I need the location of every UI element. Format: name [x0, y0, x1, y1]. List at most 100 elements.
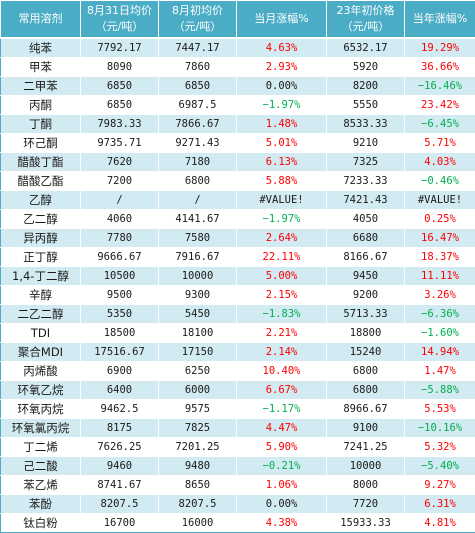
year-start-price-cell: 9200 [327, 286, 405, 305]
aug31-price-cell: 8207.5 [81, 495, 159, 514]
monthly-change-cell: −1.97% [237, 210, 327, 229]
aug-start-price-cell: 8650 [159, 476, 237, 495]
solvent-name-cell: 环己酮 [1, 134, 81, 153]
year-start-price-cell: 6680 [327, 229, 405, 248]
table-row: 乙醇//#VALUE!7421.43#VALUE! [1, 191, 475, 210]
monthly-change-cell: 5.90% [237, 438, 327, 457]
aug-start-price-cell: 7825 [159, 419, 237, 438]
header-aug-start-price: 8月初均价（元/吨） [159, 1, 237, 39]
solvent-name-cell: 聚合MDI [1, 343, 81, 362]
aug-start-price-cell: 18100 [159, 324, 237, 343]
aug-start-price-cell: 7916.67 [159, 248, 237, 267]
aug31-price-cell: 7626.25 [81, 438, 159, 457]
aug-start-price-cell: 16000 [159, 514, 237, 533]
year-start-price-cell: 6532.17 [327, 38, 405, 58]
yearly-change-cell: 5.32% [405, 438, 475, 457]
monthly-change-cell: 4.63% [237, 38, 327, 58]
solvent-name-cell: 甲苯 [1, 58, 81, 77]
year-start-price-cell: 15933.33 [327, 514, 405, 533]
solvent-name-cell: 异丙醇 [1, 229, 81, 248]
header-monthly-change: 当月涨幅% [237, 1, 327, 39]
solvent-name-cell: 二乙二醇 [1, 305, 81, 324]
aug31-price-cell: 7780 [81, 229, 159, 248]
year-start-price-cell: 18800 [327, 324, 405, 343]
aug31-price-cell: 16700 [81, 514, 159, 533]
aug-start-price-cell: 7180 [159, 153, 237, 172]
monthly-change-cell: 5.01% [237, 134, 327, 153]
solvent-name-cell: 正丁醇 [1, 248, 81, 267]
aug-start-price-cell: 6800 [159, 172, 237, 191]
yearly-change-cell: −6.45% [405, 115, 475, 134]
aug31-price-cell: 6850 [81, 77, 159, 96]
aug31-price-cell: 4060 [81, 210, 159, 229]
yearly-change-cell: −10.16% [405, 419, 475, 438]
aug-start-price-cell: 7201.25 [159, 438, 237, 457]
monthly-change-cell: 1.06% [237, 476, 327, 495]
year-start-price-cell: 7720 [327, 495, 405, 514]
aug31-price-cell: 9460 [81, 457, 159, 476]
monthly-change-cell: 10.40% [237, 362, 327, 381]
solvent-name-cell: 醋酸丁酯 [1, 153, 81, 172]
monthly-change-cell: 0.00% [237, 495, 327, 514]
aug-start-price-cell: 9480 [159, 457, 237, 476]
solvent-name-cell: 乙醇 [1, 191, 81, 210]
monthly-change-cell: 2.93% [237, 58, 327, 77]
year-start-price-cell: 15240 [327, 343, 405, 362]
solvent-name-cell: 丙酮 [1, 96, 81, 115]
aug-start-price-cell: 7580 [159, 229, 237, 248]
solvent-name-cell: 苯乙烯 [1, 476, 81, 495]
year-start-price-cell: 6800 [327, 381, 405, 400]
yearly-change-cell: 18.37% [405, 248, 475, 267]
yearly-change-cell: 5.71% [405, 134, 475, 153]
aug31-price-cell: 18500 [81, 324, 159, 343]
solvent-name-cell: 己二酸 [1, 457, 81, 476]
aug-start-price-cell: 7866.67 [159, 115, 237, 134]
yearly-change-cell: 14.94% [405, 343, 475, 362]
aug-start-price-cell: 6250 [159, 362, 237, 381]
aug-start-price-cell: 17150 [159, 343, 237, 362]
monthly-change-cell: 22.11% [237, 248, 327, 267]
yearly-change-cell: 6.31% [405, 495, 475, 514]
aug31-price-cell: 7983.33 [81, 115, 159, 134]
solvent-name-cell: 辛醇 [1, 286, 81, 305]
solvent-name-cell: 环氧乙烷 [1, 381, 81, 400]
year-start-price-cell: 8000 [327, 476, 405, 495]
aug-start-price-cell: 4141.67 [159, 210, 237, 229]
year-start-price-cell: 9450 [327, 267, 405, 286]
year-start-price-cell: 9210 [327, 134, 405, 153]
year-start-price-cell: 8200 [327, 77, 405, 96]
monthly-change-cell: −1.83% [237, 305, 327, 324]
aug-start-price-cell: / [159, 191, 237, 210]
solvent-name-cell: TDI [1, 324, 81, 343]
year-start-price-cell: 7325 [327, 153, 405, 172]
year-start-price-cell: 8966.67 [327, 400, 405, 419]
year-start-price-cell: 8533.33 [327, 115, 405, 134]
aug31-price-cell: 9735.71 [81, 134, 159, 153]
aug31-price-cell: 7792.17 [81, 38, 159, 58]
aug-start-price-cell: 9271.43 [159, 134, 237, 153]
solvent-name-cell: 丙烯酸 [1, 362, 81, 381]
solvent-name-cell: 丁酮 [1, 115, 81, 134]
yearly-change-cell: 0.25% [405, 210, 475, 229]
monthly-change-cell: −0.21% [237, 457, 327, 476]
year-start-price-cell: 7421.43 [327, 191, 405, 210]
aug31-price-cell: 6850 [81, 96, 159, 115]
aug31-price-cell: 17516.67 [81, 343, 159, 362]
